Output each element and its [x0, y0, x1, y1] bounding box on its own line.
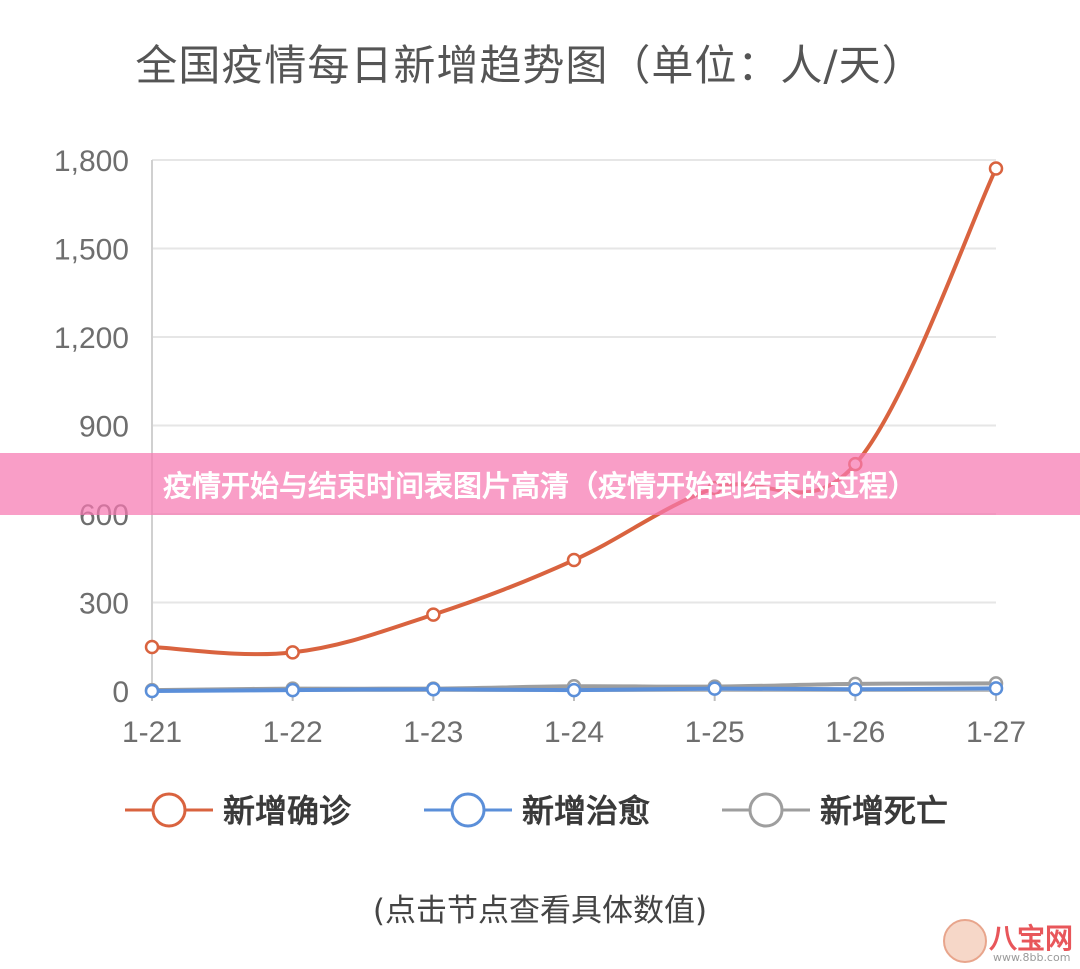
data-point	[285, 682, 300, 698]
y-tick-label: 0	[112, 676, 129, 709]
series-lines	[144, 161, 1004, 699]
watermark-url: www.8bb.com	[993, 951, 1071, 964]
y-tick-label: 300	[79, 588, 129, 621]
y-tick-label: 1,200	[54, 322, 129, 355]
legend-label: 新增死亡	[820, 792, 948, 830]
x-tick-label: 1-23	[403, 716, 463, 749]
data-point	[988, 161, 1004, 176]
grid-lines	[151, 159, 996, 692]
watermark-logo-text: 八宝网	[989, 922, 1074, 955]
data-point	[285, 645, 300, 660]
x-tick-label: 1-27	[966, 716, 1026, 749]
y-tick-label: 900	[79, 411, 129, 444]
chart-title: 全国疫情每日新增趋势图（单位：人/天）	[135, 41, 925, 90]
x-tick-label: 1-24	[544, 716, 604, 749]
data-point	[426, 607, 441, 622]
data-point	[707, 681, 722, 696]
data-point	[144, 683, 160, 699]
y-tick-label: 1,800	[54, 145, 129, 178]
mascot-icon	[943, 919, 987, 963]
x-tick-label: 1-22	[263, 716, 323, 749]
x-tick-label: 1-25	[685, 716, 745, 749]
click-hint: (点击节点查看具体数值)	[372, 893, 708, 929]
x-tick-label: 1-21	[122, 716, 182, 749]
data-point	[566, 552, 582, 568]
data-point	[988, 681, 1004, 696]
legend-label: 新增治愈	[522, 792, 650, 830]
legend-marker	[748, 792, 784, 828]
data-point	[144, 639, 160, 655]
legend-marker	[151, 792, 187, 828]
site-watermark: 八宝网 www.8bb.com	[943, 915, 1077, 965]
y-tick-label: 1,500	[54, 234, 129, 267]
x-tick-label: 1-26	[825, 716, 885, 749]
data-point	[566, 682, 582, 698]
data-point	[426, 681, 441, 697]
legend-marker	[450, 792, 486, 828]
data-point	[848, 681, 863, 697]
legend: 新增确诊 新增治愈 新增死亡	[125, 792, 948, 830]
series-line	[151, 167, 998, 657]
overlay-banner: 疫情开始与结束时间表图片高清（疫情开始到结束的过程）	[0, 453, 1080, 515]
x-axis-ticks: 1-21 1-22 1-23 1-24 1-25 1-26 1-27	[122, 691, 1026, 749]
legend-label: 新增确诊	[223, 792, 352, 830]
